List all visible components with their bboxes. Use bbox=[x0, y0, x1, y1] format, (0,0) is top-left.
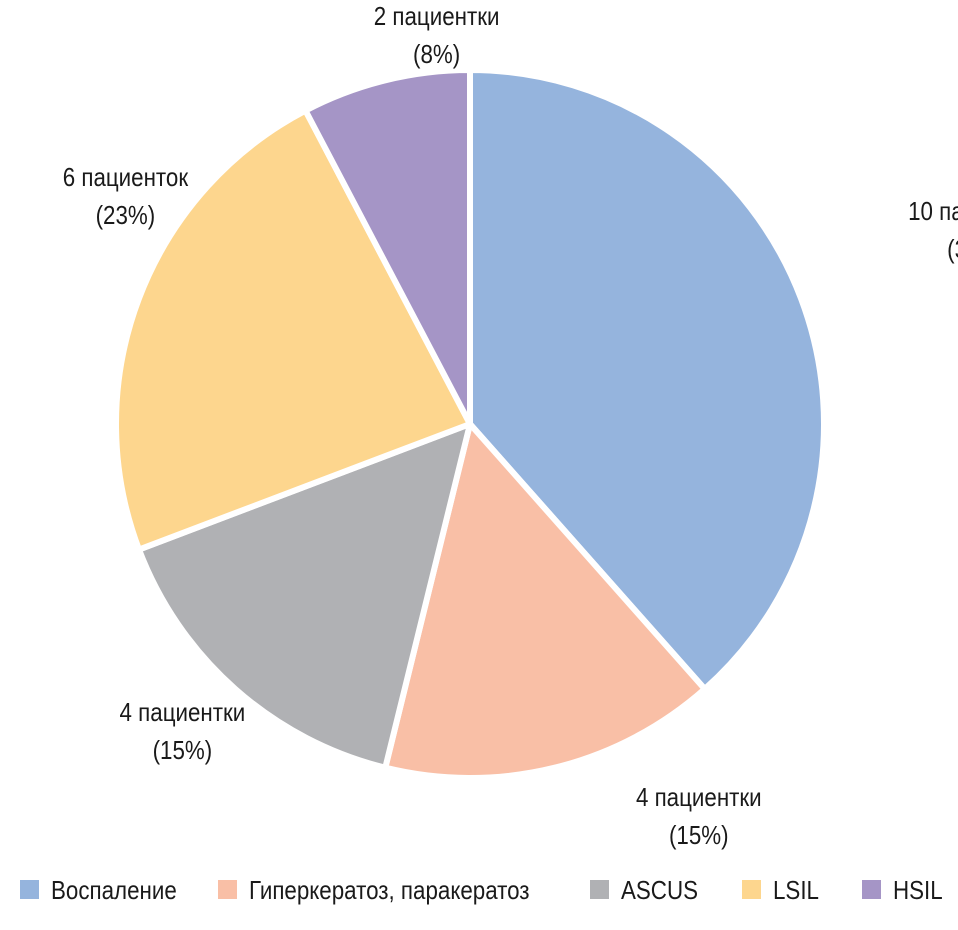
legend-swatch bbox=[742, 880, 761, 899]
slice-percent-label: (23%) bbox=[96, 201, 156, 230]
slice-labels: 10 пациенток (39%) 4 пациентки (15%) 4 пацие… bbox=[63, 2, 958, 850]
legend-swatch bbox=[218, 880, 237, 899]
slice-count-label: 6 пациенток bbox=[63, 163, 189, 192]
slice-percent-label: (15%) bbox=[669, 821, 729, 850]
slice-count-label: 10 пациенток bbox=[908, 197, 958, 226]
legend-swatch bbox=[590, 880, 609, 899]
legend-swatch bbox=[862, 880, 881, 899]
slice-percent-label: (15%) bbox=[153, 736, 213, 765]
legend-swatch bbox=[20, 880, 39, 899]
legend-label: Гиперкератоз, паракератоз bbox=[249, 876, 530, 905]
legend: Воспаление Гиперкератоз, паракератоз ASCUS… bbox=[20, 876, 943, 905]
slice-count-label: 2 пациентки bbox=[374, 2, 500, 31]
pie-slice-1 bbox=[467, 67, 827, 692]
pie-slice-3 bbox=[136, 421, 473, 771]
pie-slices bbox=[113, 67, 827, 781]
legend-label: LSIL bbox=[773, 876, 819, 905]
legend-label: HSIL bbox=[893, 876, 943, 905]
legend-label: Воспаление bbox=[51, 876, 177, 905]
slice-percent-label: (39%) bbox=[947, 235, 958, 264]
slice-percent-label: (8%) bbox=[413, 40, 460, 69]
pie-slice-4 bbox=[113, 107, 473, 553]
slice-count-label: 4 пациентки bbox=[636, 783, 762, 812]
pie-slice-2 bbox=[382, 421, 708, 781]
legend-label: ASCUS bbox=[621, 876, 698, 905]
pie-slice-5 bbox=[302, 67, 473, 427]
slice-count-label: 4 пациентки bbox=[120, 698, 246, 727]
